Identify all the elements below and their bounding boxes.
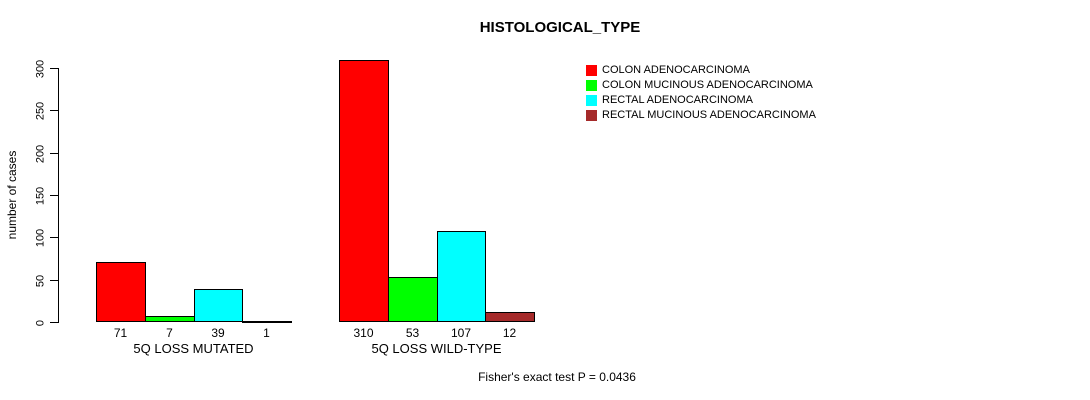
- chart-title: HISTOLOGICAL_TYPE: [479, 19, 641, 36]
- y-tick-label: 250: [34, 101, 47, 120]
- group-label-5q-loss-mutated: 5Q LOSS MUTATED: [133, 341, 254, 356]
- bar-value-label: 12: [502, 326, 517, 340]
- bar-rectal-adenocarcinoma: [437, 231, 486, 322]
- legend-row-rectal-mucinous-adenocarcinoma: RECTAL MUCINOUS ADENOCARCINOMA: [586, 108, 816, 123]
- group-label-5q-loss-wild-type: 5Q LOSS WILD-TYPE: [371, 341, 502, 356]
- bar-value-label: 7: [166, 326, 173, 340]
- y-tick-mark: [50, 153, 58, 154]
- legend-swatch-rectal-mucinous-adenocarcinoma: [586, 110, 597, 121]
- y-axis-line: [58, 68, 59, 323]
- legend-row-colon-adenocarcinoma: COLON ADENOCARCINOMA: [586, 63, 816, 78]
- bar-rectal-mucinous-adenocarcinoma: [485, 312, 535, 322]
- y-tick-label: 0: [34, 319, 47, 326]
- bar-value-label: 71: [113, 326, 128, 340]
- bar-rectal-adenocarcinoma: [194, 289, 243, 322]
- legend-swatch-colon-mucinous-adenocarcinoma: [586, 80, 597, 91]
- bar-colon-adenocarcinoma: [339, 60, 389, 322]
- bar-colon-mucinous-adenocarcinoma: [145, 316, 195, 322]
- bar-value-label: 310: [353, 326, 374, 340]
- bar-value-label: 107: [450, 326, 472, 340]
- fisher-test-annotation: Fisher's exact test P = 0.0436: [478, 370, 636, 384]
- y-tick-label: 150: [34, 186, 47, 205]
- legend-row-colon-mucinous-adenocarcinoma: COLON MUCINOUS ADENOCARCINOMA: [586, 78, 816, 93]
- legend-swatch-colon-adenocarcinoma: [586, 65, 597, 76]
- bar-colon-adenocarcinoma: [96, 262, 146, 322]
- y-tick-label: 100: [34, 228, 47, 247]
- y-tick-mark: [50, 280, 58, 281]
- bar-value-label: 39: [211, 326, 225, 340]
- bar-rectal-mucinous-adenocarcinoma: [242, 321, 292, 323]
- legend-label: COLON MUCINOUS ADENOCARCINOMA: [602, 79, 813, 91]
- legend-swatch-rectal-adenocarcinoma: [586, 95, 597, 106]
- bar-value-label: 1: [263, 326, 270, 340]
- legend-row-rectal-adenocarcinoma: RECTAL ADENOCARCINOMA: [586, 93, 816, 108]
- legend: COLON ADENOCARCINOMA COLON MUCINOUS ADENO…: [586, 63, 816, 123]
- legend-label: RECTAL ADENOCARCINOMA: [602, 94, 753, 106]
- y-tick-mark: [50, 110, 58, 111]
- legend-label: RECTAL MUCINOUS ADENOCARCINOMA: [602, 109, 816, 121]
- y-tick-mark: [50, 237, 58, 238]
- y-tick-mark: [50, 68, 58, 69]
- y-tick-label: 50: [34, 274, 47, 287]
- y-tick-label: 200: [34, 144, 47, 163]
- y-tick-mark: [50, 322, 58, 323]
- y-tick-label: 300: [34, 59, 47, 78]
- legend-label: COLON ADENOCARCINOMA: [602, 64, 750, 76]
- bar-value-label: 53: [405, 326, 420, 340]
- bar-colon-mucinous-adenocarcinoma: [388, 277, 438, 322]
- y-axis-label: number of cases: [5, 150, 19, 240]
- y-tick-mark: [50, 195, 58, 196]
